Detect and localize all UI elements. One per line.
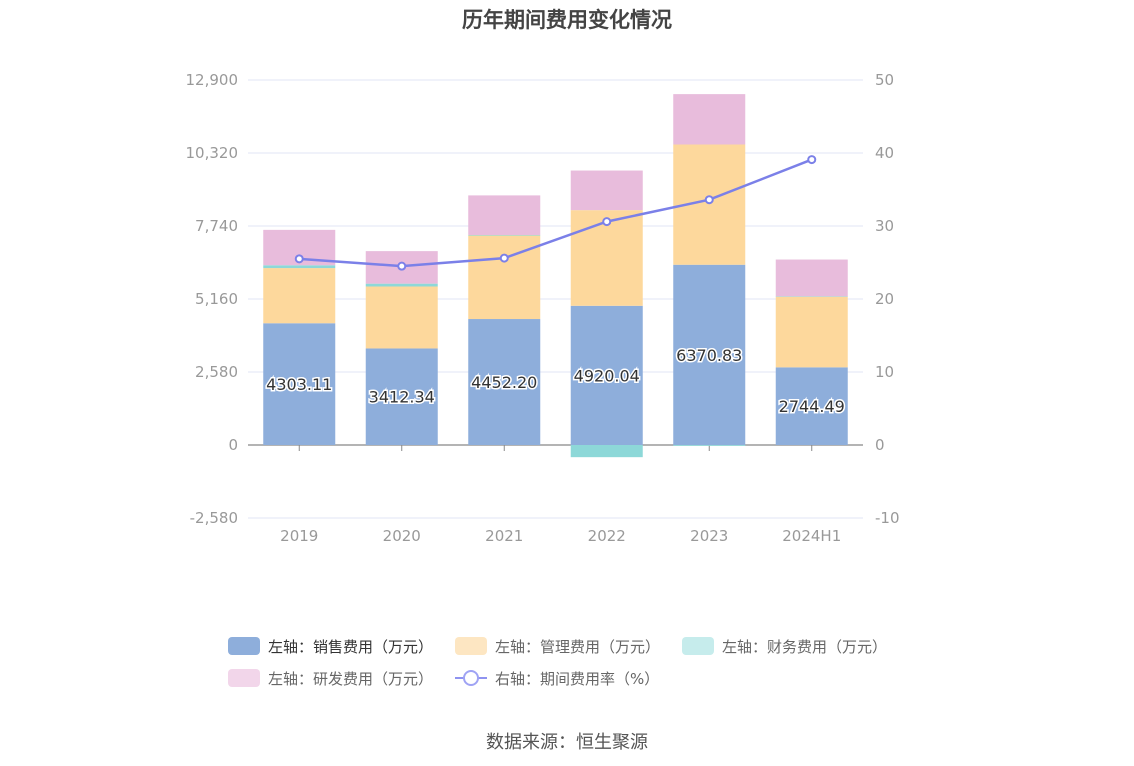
legend-swatch-rnd [228,669,260,687]
x-tick-label: 2022 [588,527,626,545]
rate-point [807,155,817,165]
legend-label: 左轴：财务费用（万元） [722,637,888,656]
legend-label: 左轴：管理费用（万元） [495,637,661,656]
bar-sales [673,264,746,445]
bar-rnd [570,170,643,211]
legend-label: 右轴：期间费用率（%） [495,669,660,688]
rate-point [294,254,304,264]
legend-swatch-rate [455,669,488,687]
y-right-tick-label: 0 [875,436,885,454]
bar-admin [775,296,848,368]
bar-rnd [673,94,746,145]
x-tick-label: 2019 [280,527,318,545]
bar-admin [263,268,336,324]
rate-point [499,253,509,263]
legend-item-admin[interactable]: 左轴：管理费用（万元） [455,636,660,657]
bar-data-label: 4920.04 [574,366,640,385]
chart-legend: 左轴：销售费用（万元） 左轴：管理费用（万元） 左轴：财务费用（万元） 左轴：研发费用… [228,630,928,694]
y-left-tick-label: 7,740 [195,217,238,235]
legend-item-rate[interactable]: 右轴：期间费用率（%） [455,668,659,689]
bar-data-label: 6370.83 [676,346,742,365]
y-right-tick-label: 40 [875,144,894,162]
y-left-tick-label: 10,320 [186,144,239,162]
bar-sales [468,319,541,445]
y-right-tick-label: 20 [875,290,894,308]
y-left-tick-label: 12,900 [186,71,239,89]
legend-swatch-sales [228,637,260,655]
rate-point [602,217,612,227]
legend-row: 左轴：研发费用（万元） 右轴：期间费用率（%） [228,662,928,694]
bar-finance [570,445,643,458]
bar-data-label: 2744.49 [779,397,845,416]
bar-finance [673,445,746,446]
x-tick-label: 2023 [690,527,728,545]
chart-title: 历年期间费用变化情况 [462,8,672,32]
bar-finance [365,283,438,287]
y-right-tick-label: 10 [875,363,894,381]
bar-admin [365,286,438,349]
bar-rnd [468,195,541,235]
legend-swatch-admin [455,637,488,655]
bar-finance [775,296,848,297]
legend-label: 左轴：研发费用（万元） [268,669,434,688]
bar-rnd [775,259,848,297]
x-tick-label: 2020 [383,527,421,545]
x-tick-label: 2021 [485,527,523,545]
rate-point [397,261,407,271]
bar-finance [468,234,541,236]
bar-data-label: 4452.20 [471,373,537,392]
rate-point [704,195,714,205]
legend-item-finance[interactable]: 左轴：财务费用（万元） [682,636,887,657]
bar-data-label: 4303.11 [266,375,332,394]
y-right-tick-label: 50 [875,71,894,89]
legend-item-rnd[interactable]: 左轴：研发费用（万元） [228,668,433,689]
y-left-tick-label: 5,160 [195,290,238,308]
bar-sales [365,348,438,445]
y-left-tick-label: 0 [228,436,238,454]
y-left-tick-label: -2,580 [190,509,238,527]
bar-data-label: 3412.34 [369,388,435,407]
x-tick-label: 2024H1 [782,527,841,545]
legend-label: 左轴：销售费用（万元） [268,637,434,656]
legend-row: 左轴：销售费用（万元） 左轴：管理费用（万元） 左轴：财务费用（万元） [228,630,928,662]
y-right-tick-label: 30 [875,217,894,235]
y-right-tick-label: -10 [875,509,900,527]
bar-sales [263,323,336,445]
rate-line [299,158,813,268]
y-left-tick-label: 2,580 [195,363,238,381]
data-source: 数据来源：恒生聚源 [486,732,648,753]
legend-swatch-finance [682,637,715,655]
bar-sales [570,305,643,445]
bar-sales [775,367,848,445]
legend-item-sales[interactable]: 左轴：销售费用（万元） [228,636,433,657]
bar-finance [263,265,336,269]
